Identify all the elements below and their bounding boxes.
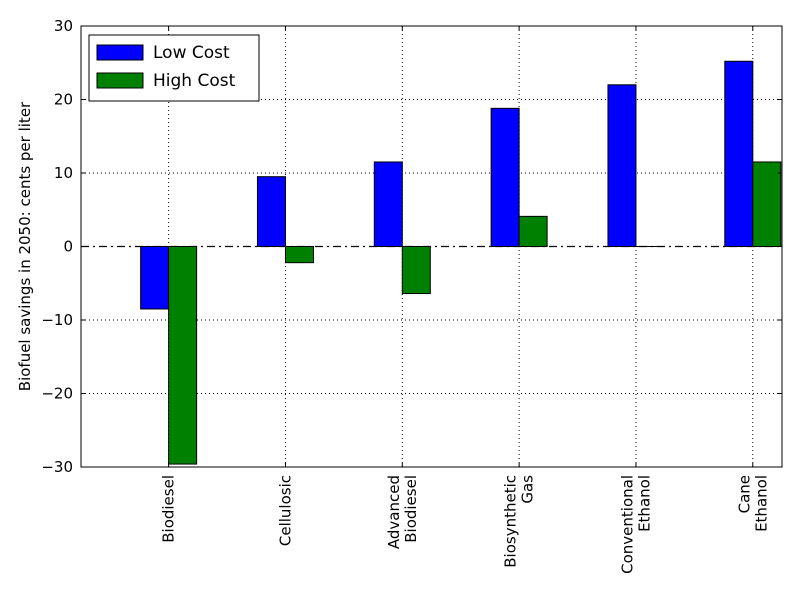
bar-high-cost [518, 215, 548, 248]
x-tick-label: Advanced Biodiesel [385, 475, 420, 549]
x-tick-label-line: Biosynthetic [502, 475, 520, 568]
x-tick-label-line: Conventional [618, 475, 636, 574]
bar-high-cost [168, 246, 198, 465]
x-tick-label-line: Biodiesel [402, 475, 420, 543]
bar-high-cost [401, 246, 431, 295]
x-tick-label-line: Ethanol [635, 475, 653, 532]
y-tick-label: 30 [54, 17, 73, 35]
x-axis-ticks: Biodiesel Cellulosic Advanced Biodiesel Bios… [160, 26, 770, 574]
legend-label: High Cost [153, 71, 236, 91]
y-tick-label: −20 [41, 385, 73, 403]
y-axis-ticks: 30 20 10 0 −10 −20 −30 [41, 17, 782, 476]
legend-swatch [96, 72, 144, 89]
x-tick-label: Biosynthetic Gas [502, 475, 537, 568]
y-tick-label: 10 [54, 164, 73, 182]
bars [140, 60, 782, 465]
x-tick-label-line: Cellulosic [276, 475, 294, 546]
x-tick-label-line: Advanced [385, 475, 403, 549]
x-tick-label-line: Ethanol [752, 475, 770, 532]
bar-low-cost [490, 107, 520, 247]
y-tick-label: −10 [41, 311, 73, 329]
y-axis-label: Biofuel savings in 2050: cents per liter [16, 101, 34, 391]
x-tick-label-line: Cane [735, 475, 753, 513]
legend-label: Low Cost [153, 43, 230, 63]
x-tick-label-line: Biodiesel [160, 475, 178, 543]
y-tick-label: −30 [41, 458, 73, 476]
bar-low-cost [607, 84, 637, 247]
bar-low-cost [140, 246, 170, 310]
bar-high-cost [752, 161, 782, 248]
y-tick-label: 20 [54, 91, 73, 109]
legend: Low Cost High Cost [88, 34, 260, 102]
x-tick-label: Cane Ethanol [735, 475, 770, 532]
bar-low-cost [256, 176, 286, 247]
y-tick-label: 0 [63, 238, 73, 256]
bar-low-cost [724, 60, 754, 247]
x-tick-label: Cellulosic [276, 475, 294, 546]
legend-swatch [96, 44, 144, 61]
x-tick-label: Biodiesel [160, 475, 178, 543]
bar-low-cost [373, 161, 403, 248]
x-tick-label-line: Gas [519, 475, 537, 504]
bar-high-cost [284, 246, 314, 264]
x-tick-label: Conventional Ethanol [618, 475, 653, 574]
